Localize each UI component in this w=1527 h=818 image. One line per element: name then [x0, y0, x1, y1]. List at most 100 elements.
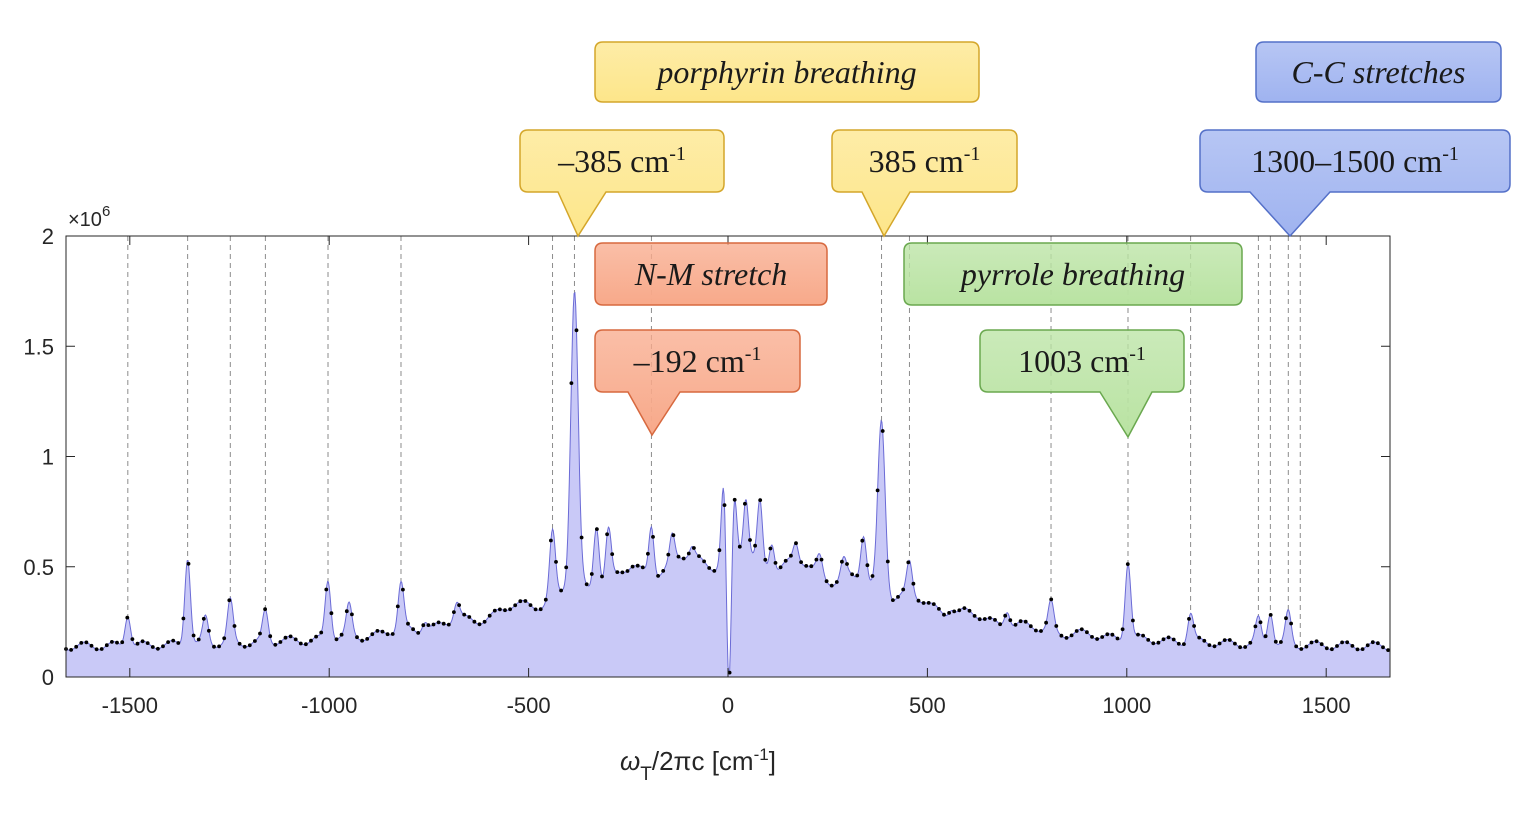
spectrum-marker [1376, 641, 1380, 646]
spectrum-marker [1079, 627, 1084, 632]
callout-text: 385 cm-1 [869, 143, 981, 179]
x-tick-label: 1000 [1102, 693, 1151, 718]
spectrum-marker [156, 646, 160, 651]
spectrum-marker [1335, 644, 1339, 648]
spectrum-marker [998, 622, 1002, 627]
spectrum-marker [885, 559, 890, 564]
spectrum-marker [702, 559, 706, 564]
callout-cc-label: C-C stretches [1255, 41, 1502, 103]
callout-value: 1300–1500 cm [1251, 143, 1442, 179]
spectrum-marker [1222, 638, 1227, 642]
spectrum-marker [804, 564, 809, 568]
spectrum-marker [1355, 647, 1360, 652]
spectrum-marker [288, 634, 293, 639]
spectrum-marker [1279, 640, 1283, 644]
spectrum-marker [191, 633, 196, 638]
spectrum-marker [1018, 619, 1023, 624]
callout-box [519, 129, 725, 238]
callout-porphyrin-pos: 385 cm-1 [831, 129, 1018, 238]
spectrum-marker [370, 632, 375, 637]
spectrum-marker [1238, 645, 1242, 650]
callout-text: 1300–1500 cm-1 [1251, 143, 1459, 179]
axis-ticks: -1500 -1000 -500 0 500 1000 1500 0 0.5 1 1.5 2 [23, 224, 1390, 718]
spectrum-marker [503, 608, 507, 613]
spectrum-marker [845, 562, 849, 566]
spectrum-marker [799, 560, 803, 564]
spectrum-marker [768, 546, 773, 551]
spectrum-marker [579, 535, 584, 540]
x-tick-label: -1000 [301, 693, 357, 718]
spectrum-marker [227, 598, 232, 603]
spectrum-marker [1217, 641, 1222, 646]
spectrum-marker [1039, 629, 1043, 633]
spectrum-marker [1192, 624, 1196, 628]
spectrum-marker [125, 615, 130, 620]
x-axis-label-subscript: T [640, 764, 652, 785]
spectrum-marker [99, 647, 104, 651]
spectrum-marker [426, 623, 431, 627]
spectrum-marker [538, 607, 543, 612]
spectrum-marker [875, 488, 880, 493]
spectrum-marker [957, 608, 962, 613]
spectrum-marker [145, 641, 150, 645]
spectrum-marker [1253, 624, 1258, 629]
spectrum-marker [1294, 644, 1299, 649]
spectrum-marker [247, 643, 252, 648]
spectrum-marker [314, 634, 318, 639]
spectrum-marker [1299, 647, 1304, 651]
spectrum-marker [748, 538, 752, 542]
spectrum-marker [1263, 634, 1268, 639]
callout-box [594, 41, 980, 103]
spectrum-marker [482, 619, 487, 624]
y-multiplier-exponent: 6 [102, 203, 110, 220]
spectrum-marker [472, 619, 477, 624]
spectrum-marker [298, 641, 303, 646]
spectrum-marker [1187, 617, 1191, 621]
spectrum-marker [743, 501, 747, 506]
spectrum-marker [916, 598, 921, 603]
spectrum-marker [1064, 636, 1069, 640]
spectrum-marker [753, 543, 757, 548]
spectrum-marker [732, 497, 737, 502]
spectrum-marker [926, 601, 931, 605]
spectrum-marker [814, 557, 819, 562]
spectrum-marker [671, 533, 676, 538]
callout-porphyrin-label: porphyrin breathing [594, 41, 980, 103]
spectrum-marker [988, 616, 992, 620]
spectrum-marker [222, 636, 227, 641]
spectrum-marker [355, 635, 359, 640]
spectrum-marker [1248, 640, 1253, 645]
spectrum-marker [661, 569, 666, 573]
spectrum-marker [773, 561, 778, 565]
spectrum-marker [1340, 640, 1344, 645]
spectrum-marker [293, 637, 298, 642]
spectrum-marker [181, 616, 186, 621]
spectrum-marker [967, 608, 972, 613]
spectrum-marker [656, 574, 660, 578]
spectrum-marker [778, 565, 783, 570]
spectrum-marker [1182, 642, 1186, 646]
spectrum-marker [921, 601, 926, 605]
spectrum-marker [1049, 597, 1054, 602]
spectrum-marker [115, 640, 119, 645]
spectrum-marker [829, 583, 834, 588]
spectrum-marker [258, 631, 262, 636]
spectrum-marker [477, 622, 482, 627]
x-axis-label-close: ] [769, 746, 776, 776]
x-tick-label: 1500 [1302, 693, 1351, 718]
spectrum-marker [186, 561, 191, 566]
spectrum-marker [906, 560, 911, 565]
spectrum-marker [79, 641, 84, 645]
spectrum-marker [1146, 638, 1151, 642]
callout-text: 1003 cm-1 [1018, 343, 1146, 379]
spectrum-marker [855, 573, 860, 578]
callout-cc-value: 1300–1500 cm-1 [1199, 129, 1511, 238]
spectrum-marker [380, 629, 385, 634]
callout-exponent: -1 [1129, 343, 1146, 365]
spectrum-marker [712, 569, 717, 573]
spectrum-marker [962, 606, 967, 610]
spectrum-marker [304, 642, 308, 647]
spectrum-marker [635, 563, 640, 568]
callout-exponent: -1 [669, 143, 686, 165]
